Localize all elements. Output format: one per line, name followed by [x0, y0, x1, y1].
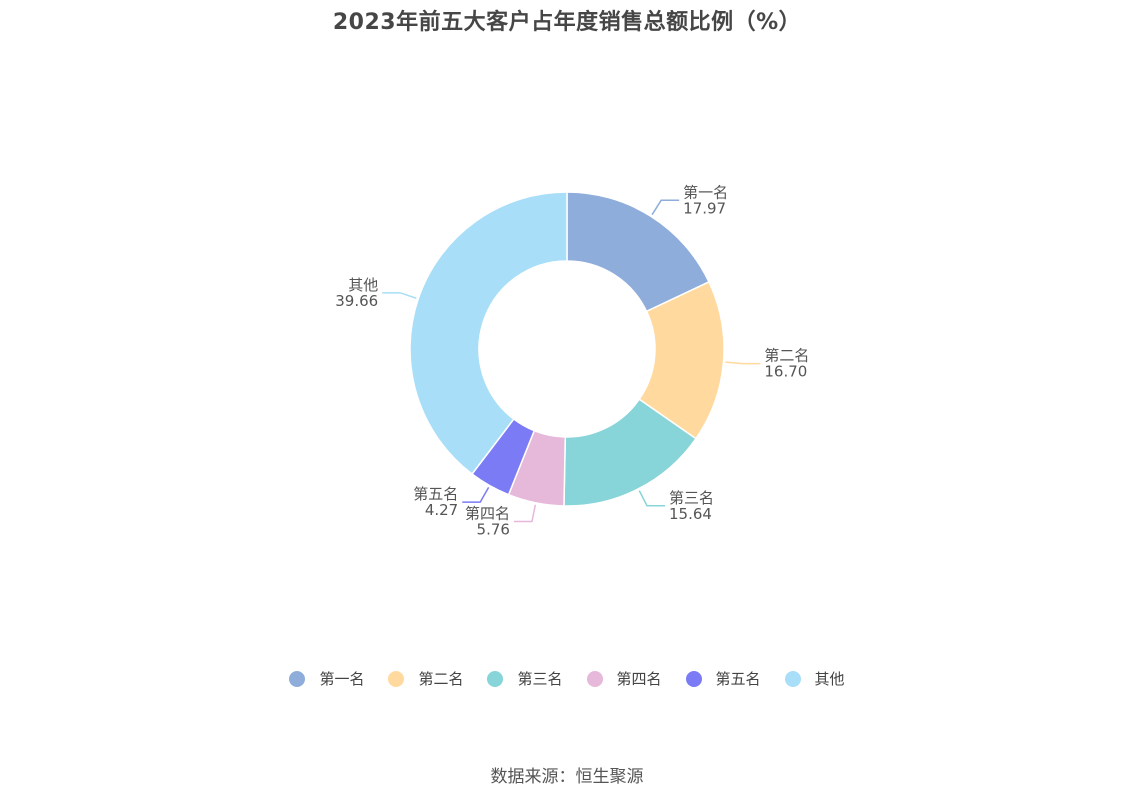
legend-item-other[interactable]: 其他 — [784, 668, 845, 689]
legend-item-2[interactable]: 第二名 — [388, 668, 463, 689]
leader-line-1 — [651, 199, 680, 216]
legend-marker — [388, 670, 405, 687]
slice-label-value-1: 17.97 — [683, 199, 726, 217]
slice-other[interactable] — [409, 191, 568, 476]
leader-line-4 — [513, 504, 537, 523]
slice-label-value-2: 16.70 — [764, 363, 807, 381]
legend-label: 第一名 — [319, 670, 365, 688]
legend-marker — [586, 670, 603, 687]
slice-label-name-4: 第四名 — [465, 504, 510, 522]
slice-label-value-3: 15.64 — [669, 505, 712, 523]
chart-legend: 第一名 第二名 第三名 第四名 第五名 其他 — [0, 668, 1134, 689]
leader-lines — [382, 199, 761, 523]
donut-slices — [409, 191, 725, 507]
slice-label-value-other: 39.66 — [335, 292, 378, 310]
slice-label-name-5: 第五名 — [413, 485, 458, 503]
legend-label: 第三名 — [517, 670, 563, 688]
slice-label-name-3: 第三名 — [669, 489, 714, 507]
legend-label: 第五名 — [715, 670, 761, 688]
chart-title: 2023年前五大客户占年度销售总额比例（%） — [332, 10, 802, 35]
leader-line-5 — [462, 486, 490, 503]
slice-label-name-2: 第二名 — [764, 347, 809, 365]
leader-line-2 — [725, 361, 761, 365]
slice-label-value-4: 5.76 — [477, 520, 510, 538]
legend-marker — [487, 670, 504, 687]
legend-item-1[interactable]: 第一名 — [289, 668, 364, 689]
leader-line-other — [382, 292, 417, 299]
legend-marker — [289, 670, 306, 687]
leader-line-3 — [638, 490, 666, 507]
data-source: 数据来源：恒生聚源 — [490, 767, 644, 787]
legend-item-4[interactable]: 第四名 — [586, 668, 662, 689]
slice-label-name-other: 其他 — [348, 276, 378, 294]
legend-label: 第二名 — [418, 670, 464, 688]
slice-label-value-5: 4.27 — [425, 501, 458, 519]
legend-marker — [685, 670, 702, 687]
legend-item-3[interactable]: 第三名 — [487, 668, 563, 689]
legend-label: 第四名 — [616, 670, 662, 688]
legend-item-5[interactable]: 第五名 — [685, 668, 761, 689]
slice-label-name-1: 第一名 — [683, 183, 728, 201]
legend-marker — [784, 670, 801, 687]
legend-label: 其他 — [814, 670, 845, 688]
